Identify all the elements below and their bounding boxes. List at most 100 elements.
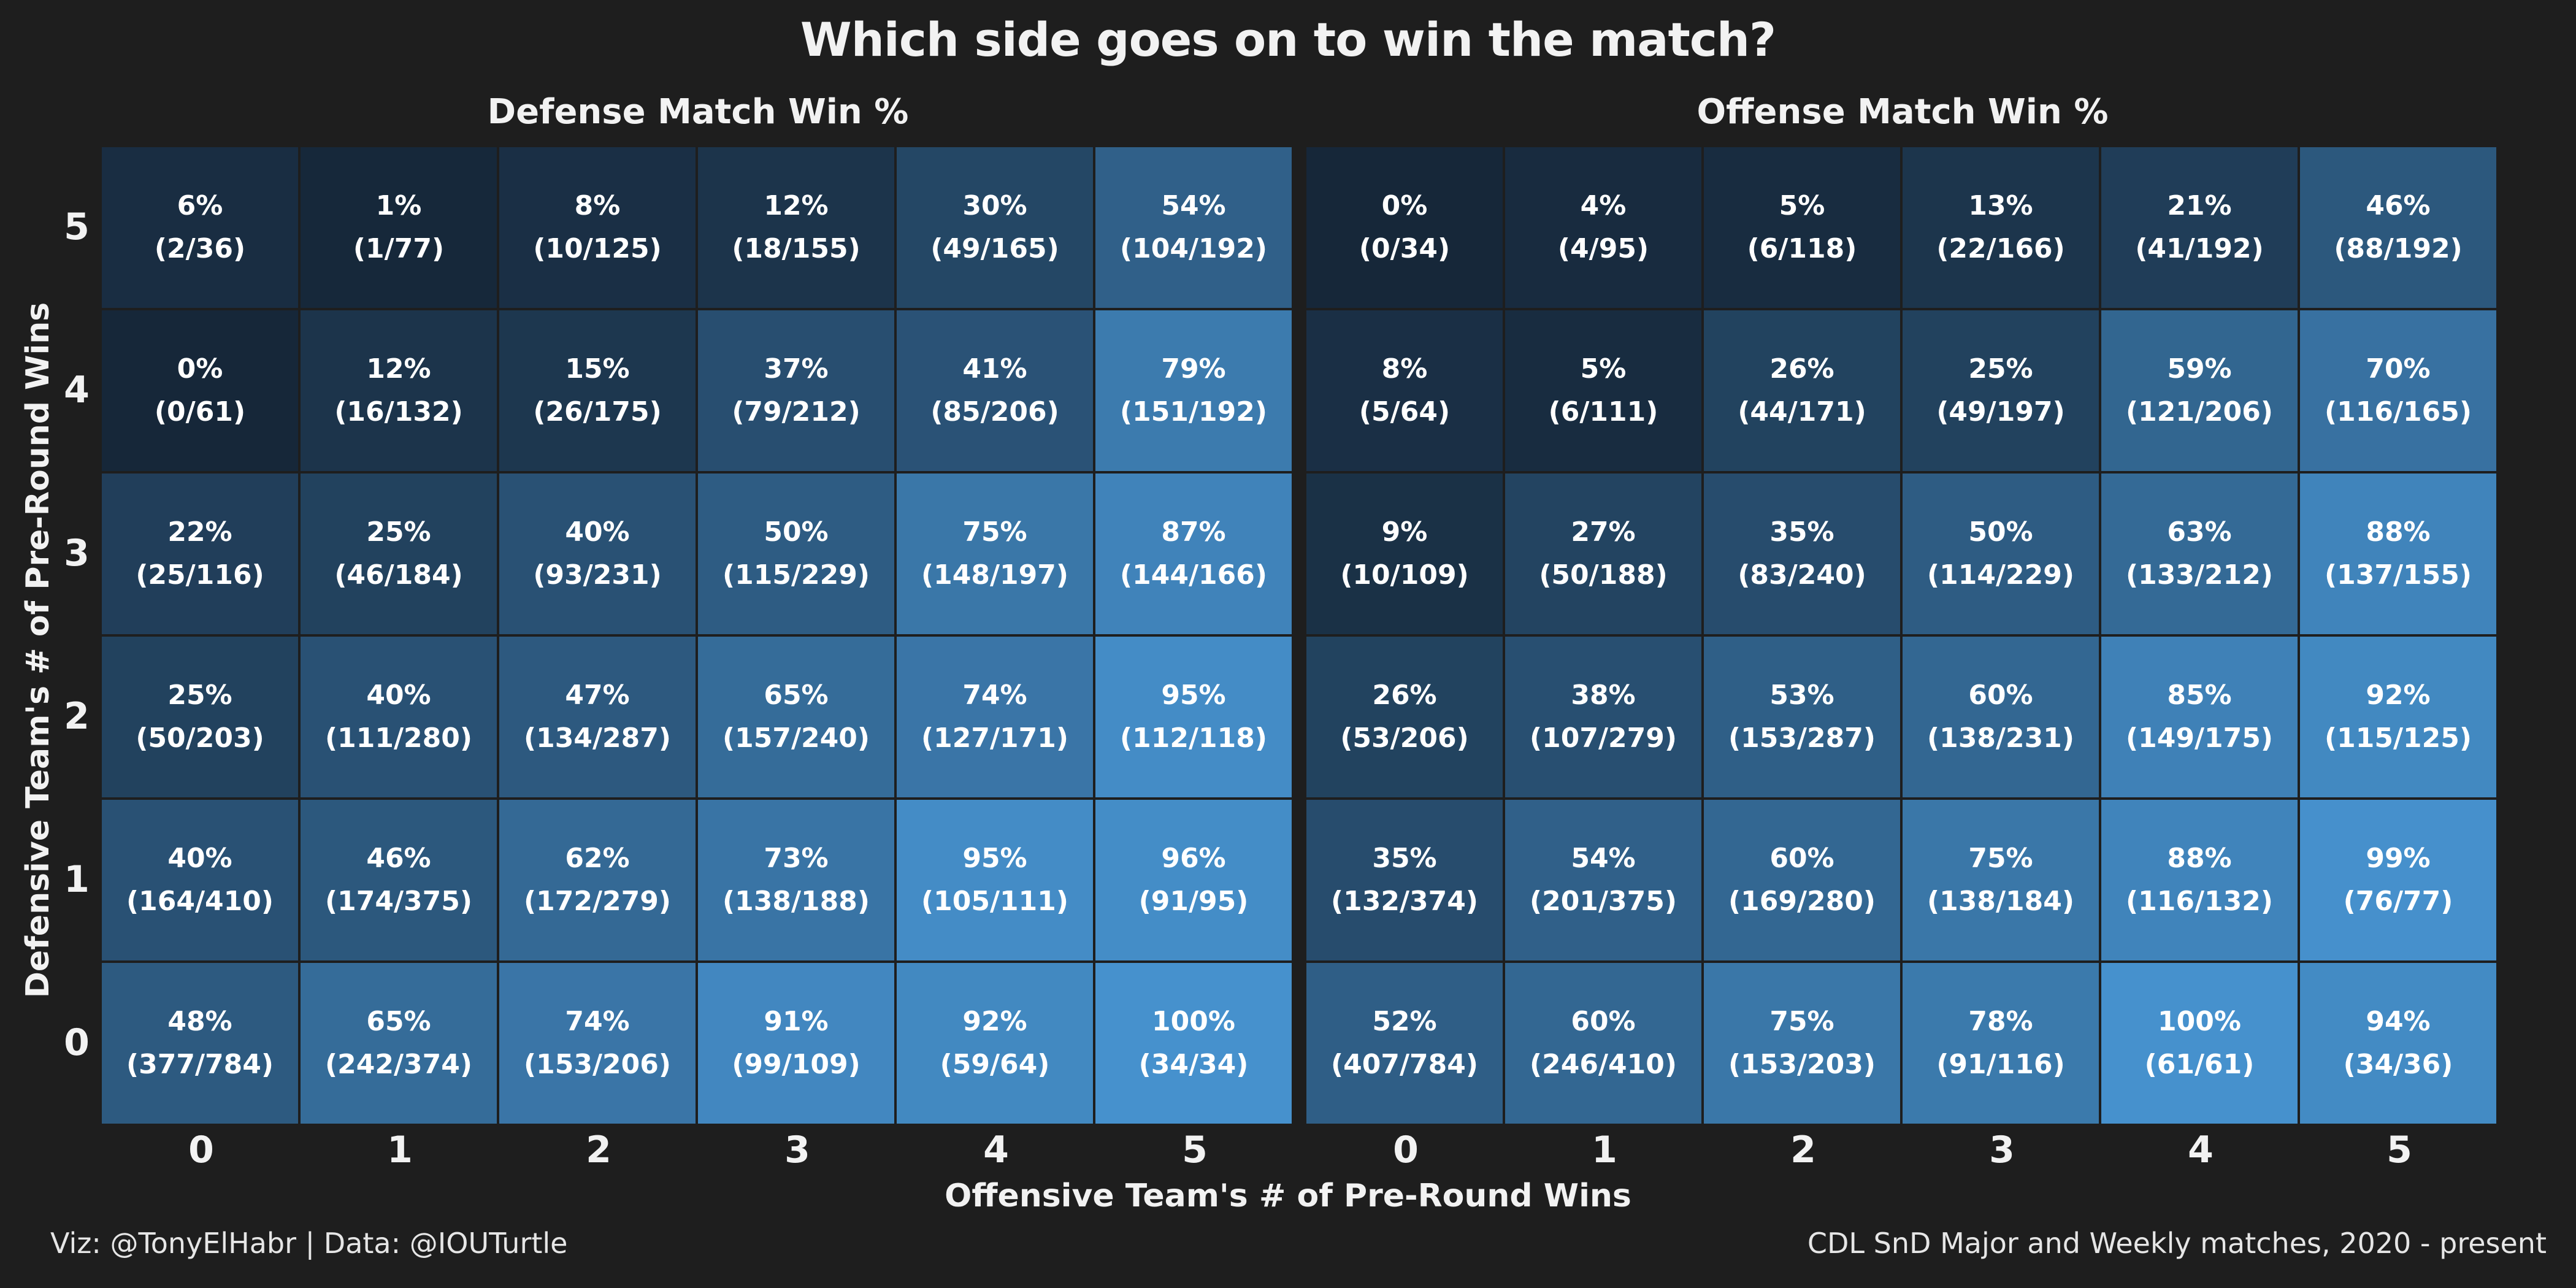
cell-count-label: (138/184) — [1927, 886, 2074, 917]
heatmap-cell: 92% (115/125) — [2300, 637, 2499, 800]
cell-percent-label: 40% — [167, 843, 232, 874]
panel-title-defense: Defense Match Win % — [487, 92, 909, 132]
heatmap-cell: 91% (99/109) — [698, 963, 897, 1126]
y-tick-label: 3 — [64, 532, 90, 575]
heatmap-cell: 0% (0/61) — [102, 310, 301, 473]
heatmap-cell: 48% (377/784) — [102, 963, 301, 1126]
cell-percent-label: 60% — [1968, 680, 2033, 711]
cell-percent-label: 40% — [565, 516, 630, 548]
cell-percent-label: 37% — [764, 353, 829, 385]
heatmap-cell: 41% (85/206) — [897, 310, 1095, 473]
y-tick-label: 4 — [64, 369, 90, 412]
cell-count-label: (34/36) — [2343, 1049, 2453, 1080]
cell-percent-label: 75% — [962, 516, 1027, 548]
cell-count-label: (88/192) — [2334, 233, 2463, 264]
heatmap-cell: 50% (115/229) — [698, 473, 897, 637]
x-tick-label: 1 — [1592, 1129, 1617, 1171]
cell-percent-label: 9% — [1381, 516, 1428, 548]
cell-count-label: (114/229) — [1927, 559, 2074, 591]
cell-percent-label: 25% — [366, 516, 431, 548]
heatmap-cell: 92% (59/64) — [897, 963, 1095, 1126]
cell-count-label: (79/212) — [732, 396, 861, 427]
cell-count-label: (59/64) — [940, 1049, 1050, 1080]
cell-percent-label: 30% — [962, 190, 1027, 221]
heatmap-cell: 50% (114/229) — [1903, 473, 2101, 637]
heatmap-cell: 100% (61/61) — [2101, 963, 2300, 1126]
cell-percent-label: 70% — [2366, 353, 2431, 385]
heatmap-cell: 30% (49/165) — [897, 147, 1095, 310]
cell-percent-label: 5% — [1580, 353, 1627, 385]
cell-count-label: (201/375) — [1530, 886, 1677, 917]
cell-count-label: (134/287) — [524, 723, 671, 754]
x-tick-label: 4 — [2188, 1129, 2214, 1171]
heatmap-cell: 54% (104/192) — [1095, 147, 1294, 310]
cell-percent-label: 94% — [2366, 1006, 2431, 1037]
cell-count-label: (50/188) — [1539, 559, 1668, 591]
cell-percent-label: 91% — [764, 1006, 829, 1037]
cell-percent-label: 85% — [2167, 680, 2232, 711]
cell-percent-label: 95% — [962, 843, 1027, 874]
cell-count-label: (26/175) — [533, 396, 662, 427]
cell-count-label: (157/240) — [723, 723, 870, 754]
cell-percent-label: 100% — [1152, 1006, 1235, 1037]
heatmap-cell: 96% (91/95) — [1095, 800, 1294, 963]
cell-percent-label: 88% — [2167, 843, 2232, 874]
heatmap-cell: 74% (127/171) — [897, 637, 1095, 800]
cell-percent-label: 26% — [1372, 680, 1437, 711]
cell-count-label: (46/184) — [334, 559, 463, 591]
cell-percent-label: 8% — [574, 190, 621, 221]
cell-percent-label: 25% — [167, 680, 232, 711]
cell-count-label: (0/61) — [154, 396, 246, 427]
cell-count-label: (111/280) — [325, 723, 472, 754]
heatmap-cell: 40% (111/280) — [301, 637, 499, 800]
heatmap-cell: 85% (149/175) — [2101, 637, 2300, 800]
cell-percent-label: 48% — [167, 1006, 232, 1037]
heatmap-cell: 4% (4/95) — [1505, 147, 1704, 310]
cell-count-label: (107/279) — [1530, 723, 1677, 754]
heatmap-cell: 12% (16/132) — [301, 310, 499, 473]
cell-percent-label: 92% — [962, 1006, 1027, 1037]
cell-count-label: (133/212) — [2126, 559, 2273, 591]
y-axis-label: Defensive Team's # of Pre-Round Wins — [20, 302, 56, 999]
cell-count-label: (83/240) — [1738, 559, 1866, 591]
cell-count-label: (4/95) — [1557, 233, 1649, 264]
heatmap-cell: 9% (10/109) — [1306, 473, 1505, 637]
x-tick-label: 3 — [1989, 1129, 2015, 1171]
cell-percent-label: 13% — [1968, 190, 2033, 221]
cell-count-label: (115/229) — [723, 559, 870, 591]
cell-percent-label: 46% — [2366, 190, 2431, 221]
cell-count-label: (115/125) — [2325, 723, 2472, 754]
cell-percent-label: 1% — [375, 190, 422, 221]
cell-count-label: (5/64) — [1359, 396, 1451, 427]
cell-count-label: (172/279) — [524, 886, 671, 917]
cell-count-label: (25/116) — [136, 559, 264, 591]
cell-count-label: (121/206) — [2126, 396, 2273, 427]
heatmap-cell: 65% (242/374) — [301, 963, 499, 1126]
cell-count-label: (144/166) — [1120, 559, 1267, 591]
cell-count-label: (153/287) — [1728, 723, 1876, 754]
cell-count-label: (16/132) — [334, 396, 463, 427]
cell-percent-label: 15% — [565, 353, 630, 385]
cell-count-label: (49/197) — [1936, 396, 2065, 427]
heatmap-cell: 59% (121/206) — [2101, 310, 2300, 473]
heatmap-cell: 6% (2/36) — [102, 147, 301, 310]
heatmap-cell: 88% (137/155) — [2300, 473, 2499, 637]
cell-percent-label: 54% — [1161, 190, 1226, 221]
heatmap-cell: 35% (132/374) — [1306, 800, 1505, 963]
cell-count-label: (0/34) — [1359, 233, 1451, 264]
y-tick-label: 0 — [64, 1021, 90, 1064]
cell-percent-label: 73% — [764, 843, 829, 874]
cell-percent-label: 4% — [1580, 190, 1627, 221]
x-tick-label: 1 — [387, 1129, 413, 1171]
heatmap-cell: 75% (148/197) — [897, 473, 1095, 637]
cell-count-label: (148/197) — [921, 559, 1068, 591]
heatmap-cell: 94% (34/36) — [2300, 963, 2499, 1126]
cell-percent-label: 96% — [1161, 843, 1226, 874]
heatmap-cell: 15% (26/175) — [499, 310, 698, 473]
cell-count-label: (2/36) — [154, 233, 246, 264]
cell-percent-label: 79% — [1161, 353, 1226, 385]
cell-count-label: (149/175) — [2126, 723, 2273, 754]
panel-title-offense: Offense Match Win % — [1696, 92, 2109, 132]
cell-count-label: (1/77) — [353, 233, 445, 264]
cell-percent-label: 59% — [2167, 353, 2232, 385]
